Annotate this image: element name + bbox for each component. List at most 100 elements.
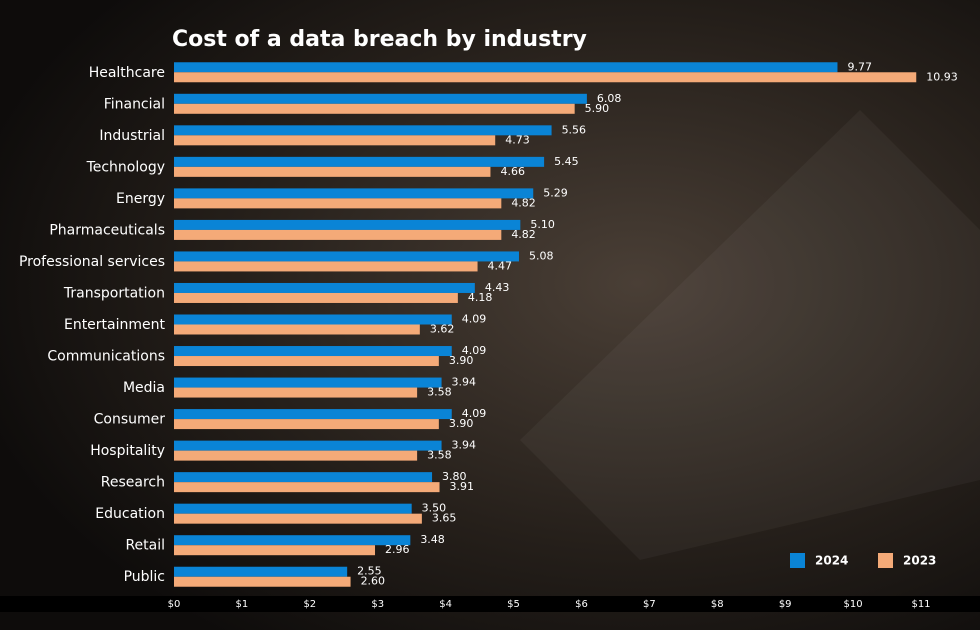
value-label: 3.62 — [430, 323, 455, 336]
bar — [174, 545, 376, 556]
y-tick-label: Pharmaceuticals — [49, 222, 165, 238]
bar — [174, 188, 534, 199]
bar — [174, 156, 545, 167]
x-tick-label: $1 — [236, 599, 249, 610]
bar — [174, 292, 458, 303]
value-label: 4.09 — [462, 313, 487, 326]
value-label: 5.10 — [530, 218, 555, 231]
bar — [174, 62, 838, 73]
value-label: 3.91 — [450, 480, 475, 493]
y-tick-label: Professional services — [19, 254, 165, 270]
value-label: 4.82 — [511, 228, 535, 241]
y-tick-label: Hospitality — [90, 443, 165, 459]
x-tick-label: $0 — [168, 599, 181, 610]
value-label: 3.90 — [449, 354, 474, 367]
bar — [174, 419, 439, 430]
y-tick-label: Technology — [86, 159, 165, 175]
value-label: 4.09 — [462, 344, 487, 357]
y-tick-label: Media — [123, 380, 165, 396]
value-label: 2.55 — [357, 565, 382, 578]
y-tick-label: Education — [95, 506, 165, 522]
y-tick-label: Consumer — [94, 412, 166, 428]
bar — [174, 229, 502, 240]
value-label: 3.48 — [420, 533, 445, 546]
y-tick-label: Research — [101, 475, 165, 491]
bar — [174, 535, 411, 546]
bar — [174, 261, 478, 272]
y-tick-label: Public — [124, 569, 165, 585]
value-label: 3.58 — [427, 449, 452, 462]
value-label: 4.43 — [485, 281, 510, 294]
x-tick-label: $2 — [303, 599, 316, 610]
value-label: 4.66 — [500, 165, 525, 178]
value-label: 3.80 — [442, 470, 467, 483]
bar — [174, 450, 418, 461]
bar — [174, 135, 496, 146]
value-label: 5.90 — [585, 102, 610, 115]
legend-swatch — [790, 553, 805, 568]
bar — [174, 324, 420, 335]
value-label: 3.90 — [449, 417, 474, 430]
bar — [174, 346, 452, 357]
value-label: 6.08 — [597, 92, 622, 105]
bar — [174, 314, 452, 325]
x-tick-label: $5 — [507, 599, 520, 610]
value-label: 3.94 — [452, 376, 477, 389]
bar — [174, 72, 917, 83]
y-tick-label: Energy — [116, 191, 165, 207]
value-label: 5.45 — [554, 155, 579, 168]
value-label: 3.65 — [432, 512, 457, 525]
legend-label: 2024 — [815, 554, 848, 568]
value-label: 2.60 — [361, 575, 386, 588]
value-label: 4.18 — [468, 291, 493, 304]
value-label: 3.50 — [422, 502, 447, 515]
bar — [174, 282, 475, 293]
bar — [174, 219, 521, 230]
value-label: 5.08 — [529, 249, 554, 262]
bar — [174, 251, 519, 262]
x-tick-label: $8 — [711, 599, 724, 610]
value-label: 4.82 — [511, 196, 535, 209]
value-label: 10.93 — [926, 70, 958, 83]
y-tick-label: Financial — [104, 96, 165, 112]
bar — [174, 503, 412, 514]
legend-swatch — [878, 553, 893, 568]
bar — [174, 93, 587, 104]
y-tick-label: Communications — [47, 349, 165, 365]
bar — [174, 377, 442, 388]
value-label: 5.56 — [562, 123, 587, 136]
x-tick-label: $6 — [575, 599, 588, 610]
x-tick-label: $4 — [439, 599, 452, 610]
bar — [174, 513, 422, 524]
y-tick-label: Healthcare — [89, 65, 165, 81]
legend-label: 2023 — [903, 554, 936, 568]
bar — [174, 103, 575, 114]
x-tick-label: $7 — [643, 599, 656, 610]
bar — [174, 576, 351, 587]
value-label: 9.77 — [847, 60, 872, 73]
bar — [174, 409, 452, 420]
value-label: 5.29 — [543, 186, 568, 199]
y-tick-label: Industrial — [99, 128, 165, 144]
bar — [174, 387, 418, 398]
bar — [174, 166, 491, 177]
chart-title: Cost of a data breach by industry — [172, 27, 587, 52]
bar — [174, 472, 433, 483]
bar — [174, 198, 502, 209]
value-label: 4.47 — [488, 259, 513, 272]
value-label: 2.96 — [385, 543, 410, 556]
bar — [174, 356, 439, 367]
decor-shape — [520, 110, 980, 560]
x-tick-label: $9 — [779, 599, 792, 610]
x-tick-label: $10 — [844, 599, 863, 610]
bar — [174, 482, 440, 493]
value-label: 4.09 — [462, 407, 487, 420]
value-label: 3.94 — [452, 439, 477, 452]
axis-strip — [0, 596, 980, 612]
x-tick-label: $3 — [371, 599, 384, 610]
value-label: 3.58 — [427, 386, 452, 399]
x-tick-label: $11 — [911, 599, 930, 610]
y-tick-label: Retail — [125, 538, 165, 554]
y-tick-label: Entertainment — [64, 317, 166, 333]
